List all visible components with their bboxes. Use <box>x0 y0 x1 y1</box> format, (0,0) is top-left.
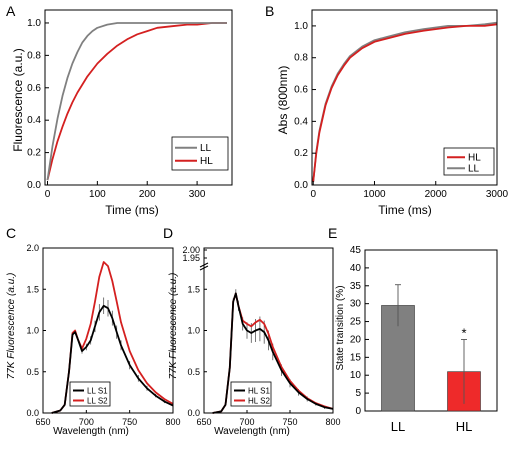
panel-label-b: B <box>265 3 274 19</box>
panel-c-series-ll-s1-line <box>51 304 174 414</box>
panel-e-ytick-label: 40 <box>350 263 362 274</box>
panel-b-series-hl-line <box>312 23 498 182</box>
panel-label-e: E <box>328 225 337 241</box>
panel-a-legend-box <box>171 136 229 171</box>
panel-a-ytick-label: 0.2 <box>27 148 41 159</box>
panel-c-ytick-label: 1.0 <box>26 326 39 336</box>
panel-a-xtick-label: 200 <box>139 189 156 200</box>
panel-a-xtick-label: 100 <box>89 189 106 200</box>
panel-b-ylabel: Abs (800nm) <box>276 66 290 135</box>
panel-d-series-hl-s1-line <box>212 292 334 414</box>
panel-b-xtick-label: 2000 <box>425 189 448 200</box>
panel-b-ytick-label: 1.0 <box>294 21 308 32</box>
panel-a-ytick-label: 1.0 <box>27 18 41 29</box>
panel-a-plot-frame <box>44 9 233 186</box>
panel-d-xtick-label: 650 <box>196 417 211 427</box>
panel-d-xlabel: Wavelength (nm) <box>214 426 290 437</box>
panel-e-significance-asterisk: * <box>461 325 466 340</box>
panel-d-xtick-label: 700 <box>239 417 254 427</box>
panel-b-xtick-label: 0 <box>310 189 316 200</box>
panel-c-xlabel: Wavelength (nm) <box>53 426 129 437</box>
panel-e-ytick-label: 20 <box>350 334 362 345</box>
panel-c-ytick-label: 0.5 <box>26 367 39 377</box>
panel-a-series-ll-line <box>46 22 227 181</box>
panel-e-ytick-label: 15 <box>350 352 362 363</box>
panel-e-category-label: LL <box>391 419 405 434</box>
panel-e-ytick-label: 45 <box>350 245 362 256</box>
panel-e-ytick-label: 35 <box>350 281 362 292</box>
panel-d-ytick-label: 2.00 <box>182 245 200 255</box>
panel-c-ytick-label: 0.0 <box>26 408 39 418</box>
panel-d-ytick-label: 1.0 <box>187 326 200 336</box>
panel-e-ytick-label: 25 <box>350 317 362 328</box>
panel-b-xlabel: Time (ms) <box>378 203 432 217</box>
panel-a-ytick-label: 0.8 <box>27 50 41 61</box>
panel-d-ytick-label: 1.95 <box>182 253 200 263</box>
panel-b-plot-frame <box>311 9 498 186</box>
panel-d-ytick-label: 0.5 <box>187 367 200 377</box>
panel-b-legend-label: LL <box>468 163 480 174</box>
panel-b-xtick-label: 1000 <box>363 189 386 200</box>
panel-e-plot-frame <box>364 249 498 412</box>
panel-e-category-label: HL <box>456 419 473 434</box>
panel-c-xtick-label: 650 <box>35 417 50 427</box>
panel-e-ytick-label: 30 <box>350 299 362 310</box>
panel-b-ytick-label: 0.2 <box>294 148 308 159</box>
panel-a-legend-label: HL <box>200 156 213 167</box>
panel-d-xtick-label: 750 <box>282 417 297 427</box>
panel-b-ytick-label: 0.0 <box>294 180 308 191</box>
panel-d-xtick-label: 800 <box>325 417 340 427</box>
panel-c-ytick-label: 2.0 <box>26 243 39 253</box>
panel-c-xtick-label: 800 <box>165 417 180 427</box>
panel-label-c: C <box>6 225 16 241</box>
panel-b-ytick-label: 0.8 <box>294 53 308 64</box>
panel-b-legend-box <box>443 147 495 176</box>
panel-c-legend-label: LL S2 <box>87 397 108 406</box>
panel-label-d: D <box>163 225 173 241</box>
panel-c-xtick-label: 700 <box>79 417 94 427</box>
panel-e-ylabel: State transition (%) <box>335 285 346 370</box>
panel-d-ytick-label: 0.0 <box>187 408 200 418</box>
panel-a-ytick-label: 0.0 <box>27 180 41 191</box>
panel-d-legend-label: HL S1 <box>248 387 270 396</box>
panel-e-ytick-label: 0 <box>355 406 361 417</box>
panel-d-legend-label: HL S2 <box>248 397 270 406</box>
panel-a-ylabel: Fluorescence (a.u.) <box>11 48 25 151</box>
panel-a-series-hl-line <box>46 22 227 181</box>
panel-b-ytick-label: 0.4 <box>294 116 308 127</box>
panel-a-xtick-label: 0 <box>45 189 51 200</box>
panel-e-ytick-label: 10 <box>350 370 362 381</box>
panel-a-ytick-label: 0.4 <box>27 115 41 126</box>
panel-c-ytick-label: 1.5 <box>26 284 39 294</box>
panel-b-legend-label: HL <box>468 152 481 163</box>
panel-a-xlabel: Time (ms) <box>105 203 159 217</box>
panel-d-axis-break-mark <box>199 262 209 271</box>
panel-c-ylabel: 77K Fluorescence (a.u.) <box>6 273 17 380</box>
panel-b-ytick-label: 0.6 <box>294 85 308 96</box>
panel-a-legend-label: LL <box>200 143 212 154</box>
panel-c-xtick-label: 750 <box>122 417 137 427</box>
panel-e-ytick-label: 5 <box>355 388 361 399</box>
panel-c-legend-box <box>69 381 111 407</box>
panel-a-xtick-label: 300 <box>189 189 206 200</box>
panel-b-xtick-label: 3000 <box>486 189 509 200</box>
panel-d-ytick-label: 1.5 <box>187 284 200 294</box>
panel-c-legend-label: LL S1 <box>87 387 108 396</box>
panel-label-a: A <box>6 3 16 19</box>
panel-a-ytick-label: 0.6 <box>27 83 41 94</box>
panel-d-legend-box <box>230 381 272 407</box>
